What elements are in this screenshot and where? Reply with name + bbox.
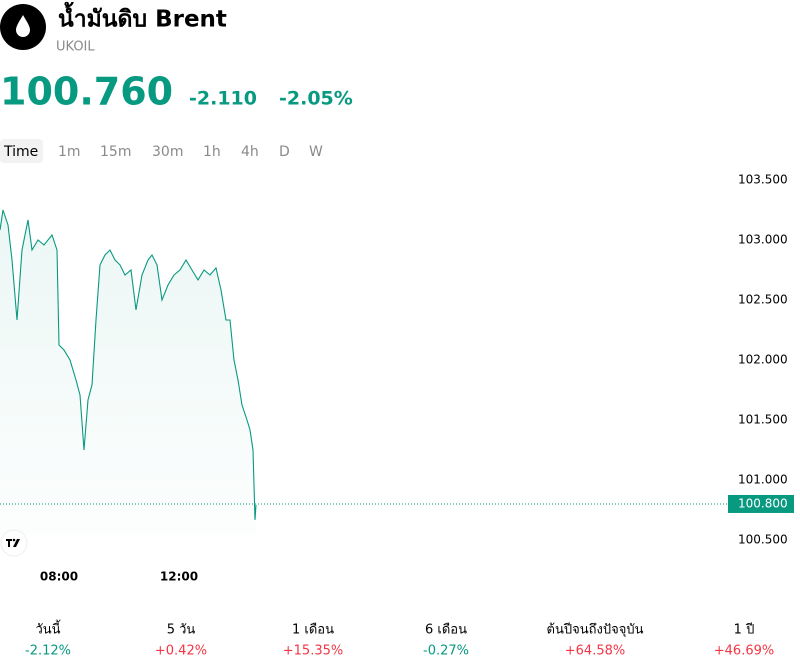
timeframe-tab[interactable]: D <box>279 144 290 160</box>
tab-selected-bg <box>0 139 43 163</box>
period-change: +15.35% <box>283 644 343 659</box>
y-tick-label: 102.000 <box>738 352 788 366</box>
timeframe-tab[interactable]: W <box>309 144 323 160</box>
timeframe-tab[interactable]: 30m <box>152 144 183 160</box>
timeframe-tab[interactable]: Time <box>3 144 38 160</box>
timeframe-tab[interactable]: 1h <box>203 144 221 160</box>
x-tick-label: 08:00 <box>40 570 78 584</box>
timeframe-tab[interactable]: 4h <box>241 144 259 160</box>
period-label: 5 วัน <box>167 623 196 638</box>
last-price-label: 100.800 <box>738 496 788 510</box>
change: -2.110 <box>189 88 257 110</box>
y-tick-label: 100.500 <box>738 532 788 546</box>
period-label: ต้นปีจนถึงปัจจุบัน <box>547 622 644 638</box>
y-tick-label: 103.000 <box>738 232 788 246</box>
period-label: 6 เดือน <box>425 622 467 638</box>
tv-logo <box>0 529 28 557</box>
period-change: +46.69% <box>714 644 774 659</box>
period-label: 1 ปี <box>734 622 755 638</box>
period-label: 1 เดือน <box>292 622 334 638</box>
period-change: -2.12% <box>25 644 71 659</box>
period-label: วันนี้ <box>35 620 61 638</box>
y-tick-label: 103.500 <box>738 172 788 186</box>
y-tick-label: 101.000 <box>738 472 788 486</box>
symbol-icon <box>0 4 46 50</box>
y-tick-label: 102.500 <box>738 292 788 306</box>
title: น้ำมันดิบ Brent <box>58 2 227 33</box>
x-tick-label: 12:00 <box>160 570 198 584</box>
y-tick-label: 101.500 <box>738 412 788 426</box>
price: 100.760 <box>0 70 173 114</box>
period-change: +64.58% <box>565 644 625 659</box>
change-percent: -2.05% <box>279 88 353 110</box>
period-change: +0.42% <box>155 644 207 659</box>
period-change: -0.27% <box>423 644 469 659</box>
timeframe-tab[interactable]: 1m <box>58 144 81 160</box>
last-price-badge <box>728 494 794 513</box>
symbol: UKOIL <box>56 40 95 55</box>
area <box>0 210 257 535</box>
timeframe-tab[interactable]: 15m <box>100 144 131 160</box>
price-line <box>0 209 257 520</box>
